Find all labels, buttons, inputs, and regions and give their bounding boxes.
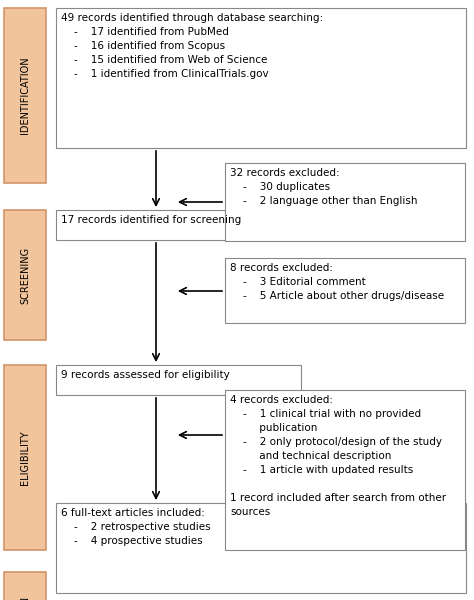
Text: SCREENING: SCREENING [20, 247, 30, 304]
Text: 9 records assessed for eligibility: 9 records assessed for eligibility [61, 370, 230, 380]
Text: INCLUSION: INCLUSION [20, 595, 30, 600]
Text: 4 records excluded:
    -    1 clinical trial with no provided
         publicat: 4 records excluded: - 1 clinical trial w… [230, 395, 446, 517]
Text: IDENTIFICATION: IDENTIFICATION [20, 56, 30, 134]
Bar [56, 365, 301, 395]
Text: 8 records excluded:
    -    3 Editorial comment
    -    5 Article about other : 8 records excluded: - 3 Editorial commen… [230, 263, 444, 301]
Bar [4, 365, 46, 550]
Text: 32 records excluded:
    -    30 duplicates
    -    2 language other than Engli: 32 records excluded: - 30 duplicates - 2… [230, 168, 418, 206]
Bar [56, 210, 301, 240]
Text: 6 full-text articles included:
    -    2 retrospective studies
    -    4 prosp: 6 full-text articles included: - 2 retro… [61, 508, 210, 546]
Bar [56, 503, 466, 593]
Bar [225, 258, 465, 323]
Text: 49 records identified through database searching:
    -    17 identified from Pu: 49 records identified through database s… [61, 13, 323, 79]
Bar [225, 163, 465, 241]
Bar [4, 572, 46, 600]
Bar [56, 8, 466, 148]
Text: 17 records identified for screening: 17 records identified for screening [61, 215, 241, 225]
Bar [4, 210, 46, 340]
Text: ELIGIBILITY: ELIGIBILITY [20, 430, 30, 485]
Bar [225, 390, 465, 550]
Bar [4, 8, 46, 183]
